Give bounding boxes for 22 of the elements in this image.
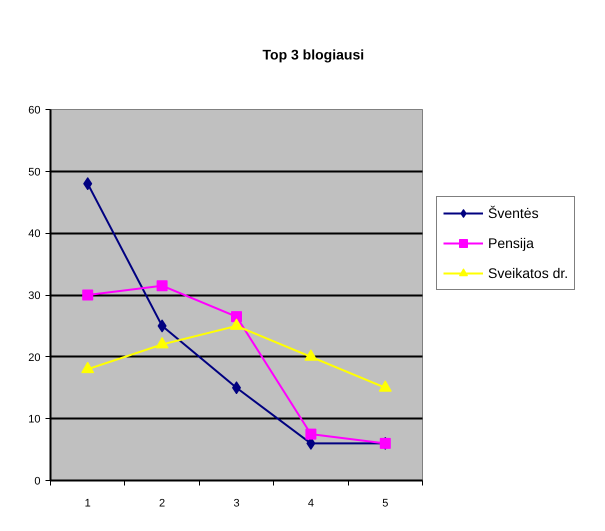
point (231, 311, 242, 322)
point (305, 428, 316, 440)
point (83, 177, 92, 190)
legend-label: Pensija (488, 235, 534, 251)
y-tick-label: 20 (28, 352, 41, 364)
point (158, 319, 167, 332)
x-tick-label: 2 (159, 498, 166, 510)
y-tick-label: 30 (28, 290, 41, 302)
point (82, 290, 94, 300)
x-tick-label: 4 (308, 498, 314, 510)
y-tick-label: 0 (34, 476, 41, 488)
y-tick-label: 10 (28, 414, 41, 426)
y-tick-label: 60 (28, 104, 41, 116)
point (156, 280, 168, 292)
x-tick-label: 5 (382, 498, 388, 510)
y-tick-label: 50 (28, 166, 41, 178)
chart-title: Top 3 blogiausi (262, 46, 364, 62)
legend-label: Sveikatos dr. (488, 265, 568, 281)
x-tick-label: 1 (84, 498, 91, 510)
y-tick-label: 40 (28, 228, 41, 240)
x-tick-label: 3 (233, 498, 240, 510)
legend-label: Šventės (488, 205, 539, 221)
